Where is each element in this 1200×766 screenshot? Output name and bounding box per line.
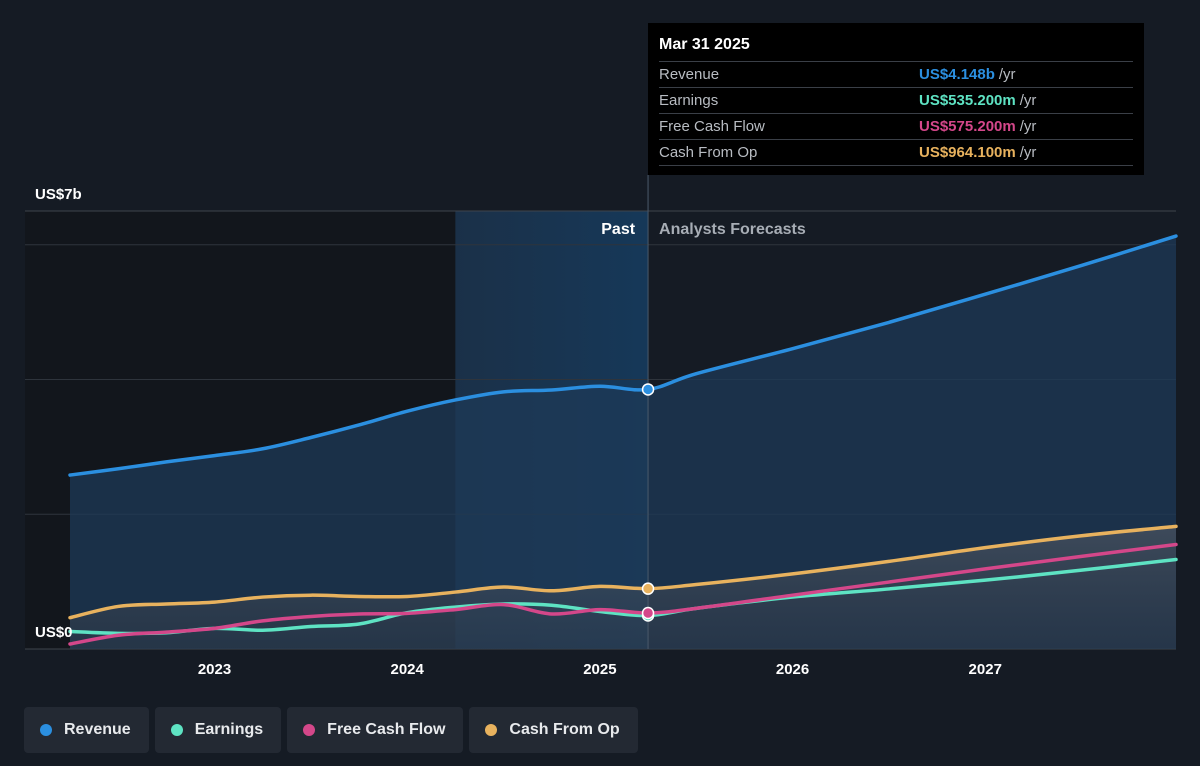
revenue-marker <box>641 383 655 396</box>
y-axis-top-label: US$7b <box>35 186 82 203</box>
legend: Revenue Earnings Free Cash Flow Cash From O… <box>24 707 638 753</box>
tooltip-row-value: US$575.200m <box>919 118 1016 135</box>
revenue-line <box>68 234 1178 477</box>
legend-item-revenue[interactable]: Revenue <box>24 707 149 753</box>
x-tick-label: 2024 <box>391 661 425 678</box>
x-axis-ticks: 2023 2024 2025 2026 2027 <box>198 661 1002 678</box>
tooltip-row-unit: /yr <box>1019 118 1037 135</box>
chart-area: US$7b US$0 Past Analysts Forecasts 2023 2… <box>25 175 1178 678</box>
legend-dot-icon <box>485 724 498 736</box>
tooltip-row-label: Cash From Op <box>659 144 758 161</box>
cash-from-op-line <box>68 524 1178 620</box>
tooltip-row-unit: /yr <box>998 66 1016 83</box>
legend-dot-icon <box>170 724 183 736</box>
legend-label: Free Cash Flow <box>327 721 446 738</box>
x-tick-label: 2026 <box>776 661 809 678</box>
tooltip-row: Revenue US$4.148b/yr <box>659 61 1133 87</box>
tooltip-row-unit: /yr <box>1019 144 1037 161</box>
x-tick-label: 2027 <box>969 661 1002 678</box>
tooltip-row-value: US$964.100m <box>919 144 1016 161</box>
past-label: Past <box>601 221 635 238</box>
hover-markers <box>641 383 655 622</box>
tooltip-row: Earnings US$535.200m/yr <box>659 87 1133 113</box>
tooltip-date: Mar 31 2025 <box>659 36 750 53</box>
tooltip-row: Free Cash Flow US$575.200m/yr <box>659 113 1133 139</box>
tooltip-row-label: Free Cash Flow <box>659 118 765 135</box>
free-cash-flow-marker <box>641 606 655 620</box>
x-tick-label: 2023 <box>198 661 231 678</box>
legend-item-cash-from-op[interactable]: Cash From Op <box>469 707 638 753</box>
legend-label: Revenue <box>64 721 131 738</box>
forecast-label: Analysts Forecasts <box>659 221 806 238</box>
legend-item-earnings[interactable]: Earnings <box>154 707 282 753</box>
tooltip-divider <box>659 165 1133 166</box>
tooltip-row: Cash From Op US$964.100m/yr <box>659 139 1133 165</box>
legend-item-free-cash-flow[interactable]: Free Cash Flow <box>287 707 464 753</box>
legend-label: Cash From Op <box>509 721 620 738</box>
legend-label: Earnings <box>194 721 264 738</box>
legend-dot-icon <box>303 724 316 736</box>
data-tooltip: Mar 31 2025 Revenue US$4.148b/yr Earnings U… <box>648 23 1144 175</box>
tooltip-row-label: Revenue <box>659 66 720 83</box>
tooltip-row-label: Earnings <box>659 92 719 109</box>
x-tick-label: 2025 <box>583 661 616 678</box>
legend-dot-icon <box>40 724 52 736</box>
tooltip-row-value: US$535.200m <box>919 92 1016 109</box>
cash-from-op-marker <box>641 582 655 595</box>
y-axis-bottom-label: US$0 <box>35 624 73 641</box>
tooltip-rows: Revenue US$4.148b/yr Earnings US$535.200m/y… <box>659 61 1133 166</box>
tooltip-row-unit: /yr <box>1019 92 1037 109</box>
series-lines <box>68 234 1178 646</box>
free-cash-flow-line <box>68 542 1178 646</box>
revenue-area <box>70 236 1176 649</box>
tooltip-row-value: US$4.148b <box>919 66 995 83</box>
